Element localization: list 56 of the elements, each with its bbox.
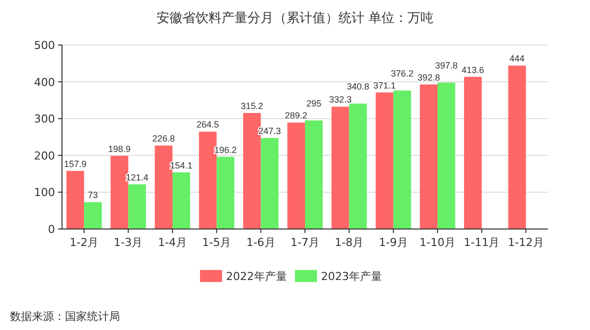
data-label: 371.1 <box>373 80 396 90</box>
bar <box>376 92 394 229</box>
data-label: 198.9 <box>108 144 131 154</box>
bar <box>508 66 526 229</box>
data-label: 157.9 <box>64 158 87 169</box>
data-label: 73 <box>88 190 98 200</box>
data-label: 332.3 <box>329 94 352 105</box>
bar <box>393 90 412 229</box>
x-tick-label: 1-6月 <box>246 236 276 249</box>
x-tick-label: 1-2月 <box>70 236 99 249</box>
data-label: 413.6 <box>462 64 484 75</box>
y-tick-label: 200 <box>34 149 55 162</box>
x-tick-label: 1-10月 <box>420 236 456 249</box>
data-label: 295 <box>306 98 322 108</box>
source-note: 数据来源：国家统计局 <box>10 310 120 323</box>
bar <box>216 156 234 229</box>
bar <box>420 84 438 229</box>
bar <box>110 156 128 229</box>
bar <box>287 122 305 229</box>
data-label: 264.5 <box>196 120 220 130</box>
bar <box>84 202 102 229</box>
data-label: 289.2 <box>284 110 308 121</box>
x-tick-label: 1-12月 <box>508 236 544 249</box>
data-label: 226.8 <box>152 134 175 144</box>
bar <box>154 146 172 229</box>
legend-label: 2023年产量 <box>321 270 382 283</box>
y-tick-label: 100 <box>34 186 55 200</box>
bar <box>349 104 367 229</box>
bar <box>332 106 350 229</box>
x-tick-label: 1-4月 <box>158 236 187 249</box>
data-label: 376.2 <box>390 68 414 79</box>
data-label: 315.2 <box>240 101 264 112</box>
x-tick-label: 1-9月 <box>378 236 408 249</box>
y-tick-label: 0 <box>48 223 55 236</box>
x-tick-label: 1-11月 <box>464 236 500 249</box>
data-label: 444 <box>510 54 525 64</box>
bar <box>172 172 190 229</box>
y-tick-label: 300 <box>34 112 55 126</box>
data-label: 340.8 <box>346 82 370 92</box>
bar <box>305 120 323 229</box>
y-tick-label: 500 <box>34 39 55 52</box>
bar <box>66 170 84 229</box>
y-tick-label: 400 <box>34 76 55 89</box>
x-tick-label: 1-5月 <box>202 236 232 249</box>
x-tick-label: 1-8月 <box>334 236 364 249</box>
bar <box>260 138 278 229</box>
data-label: 397.8 <box>435 60 458 71</box>
chart-title: 安徽省饮料产量分月（累计值）统计 单位：万吨 <box>156 10 434 26</box>
bar <box>438 82 456 229</box>
x-tick-label: 1-7月 <box>290 236 320 249</box>
bar <box>128 184 146 229</box>
bar <box>198 132 217 229</box>
bar <box>464 76 482 229</box>
x-tick-label: 1-3月 <box>114 236 143 249</box>
data-label: 392.8 <box>417 72 440 82</box>
legend-label: 2022年产量 <box>226 270 287 283</box>
